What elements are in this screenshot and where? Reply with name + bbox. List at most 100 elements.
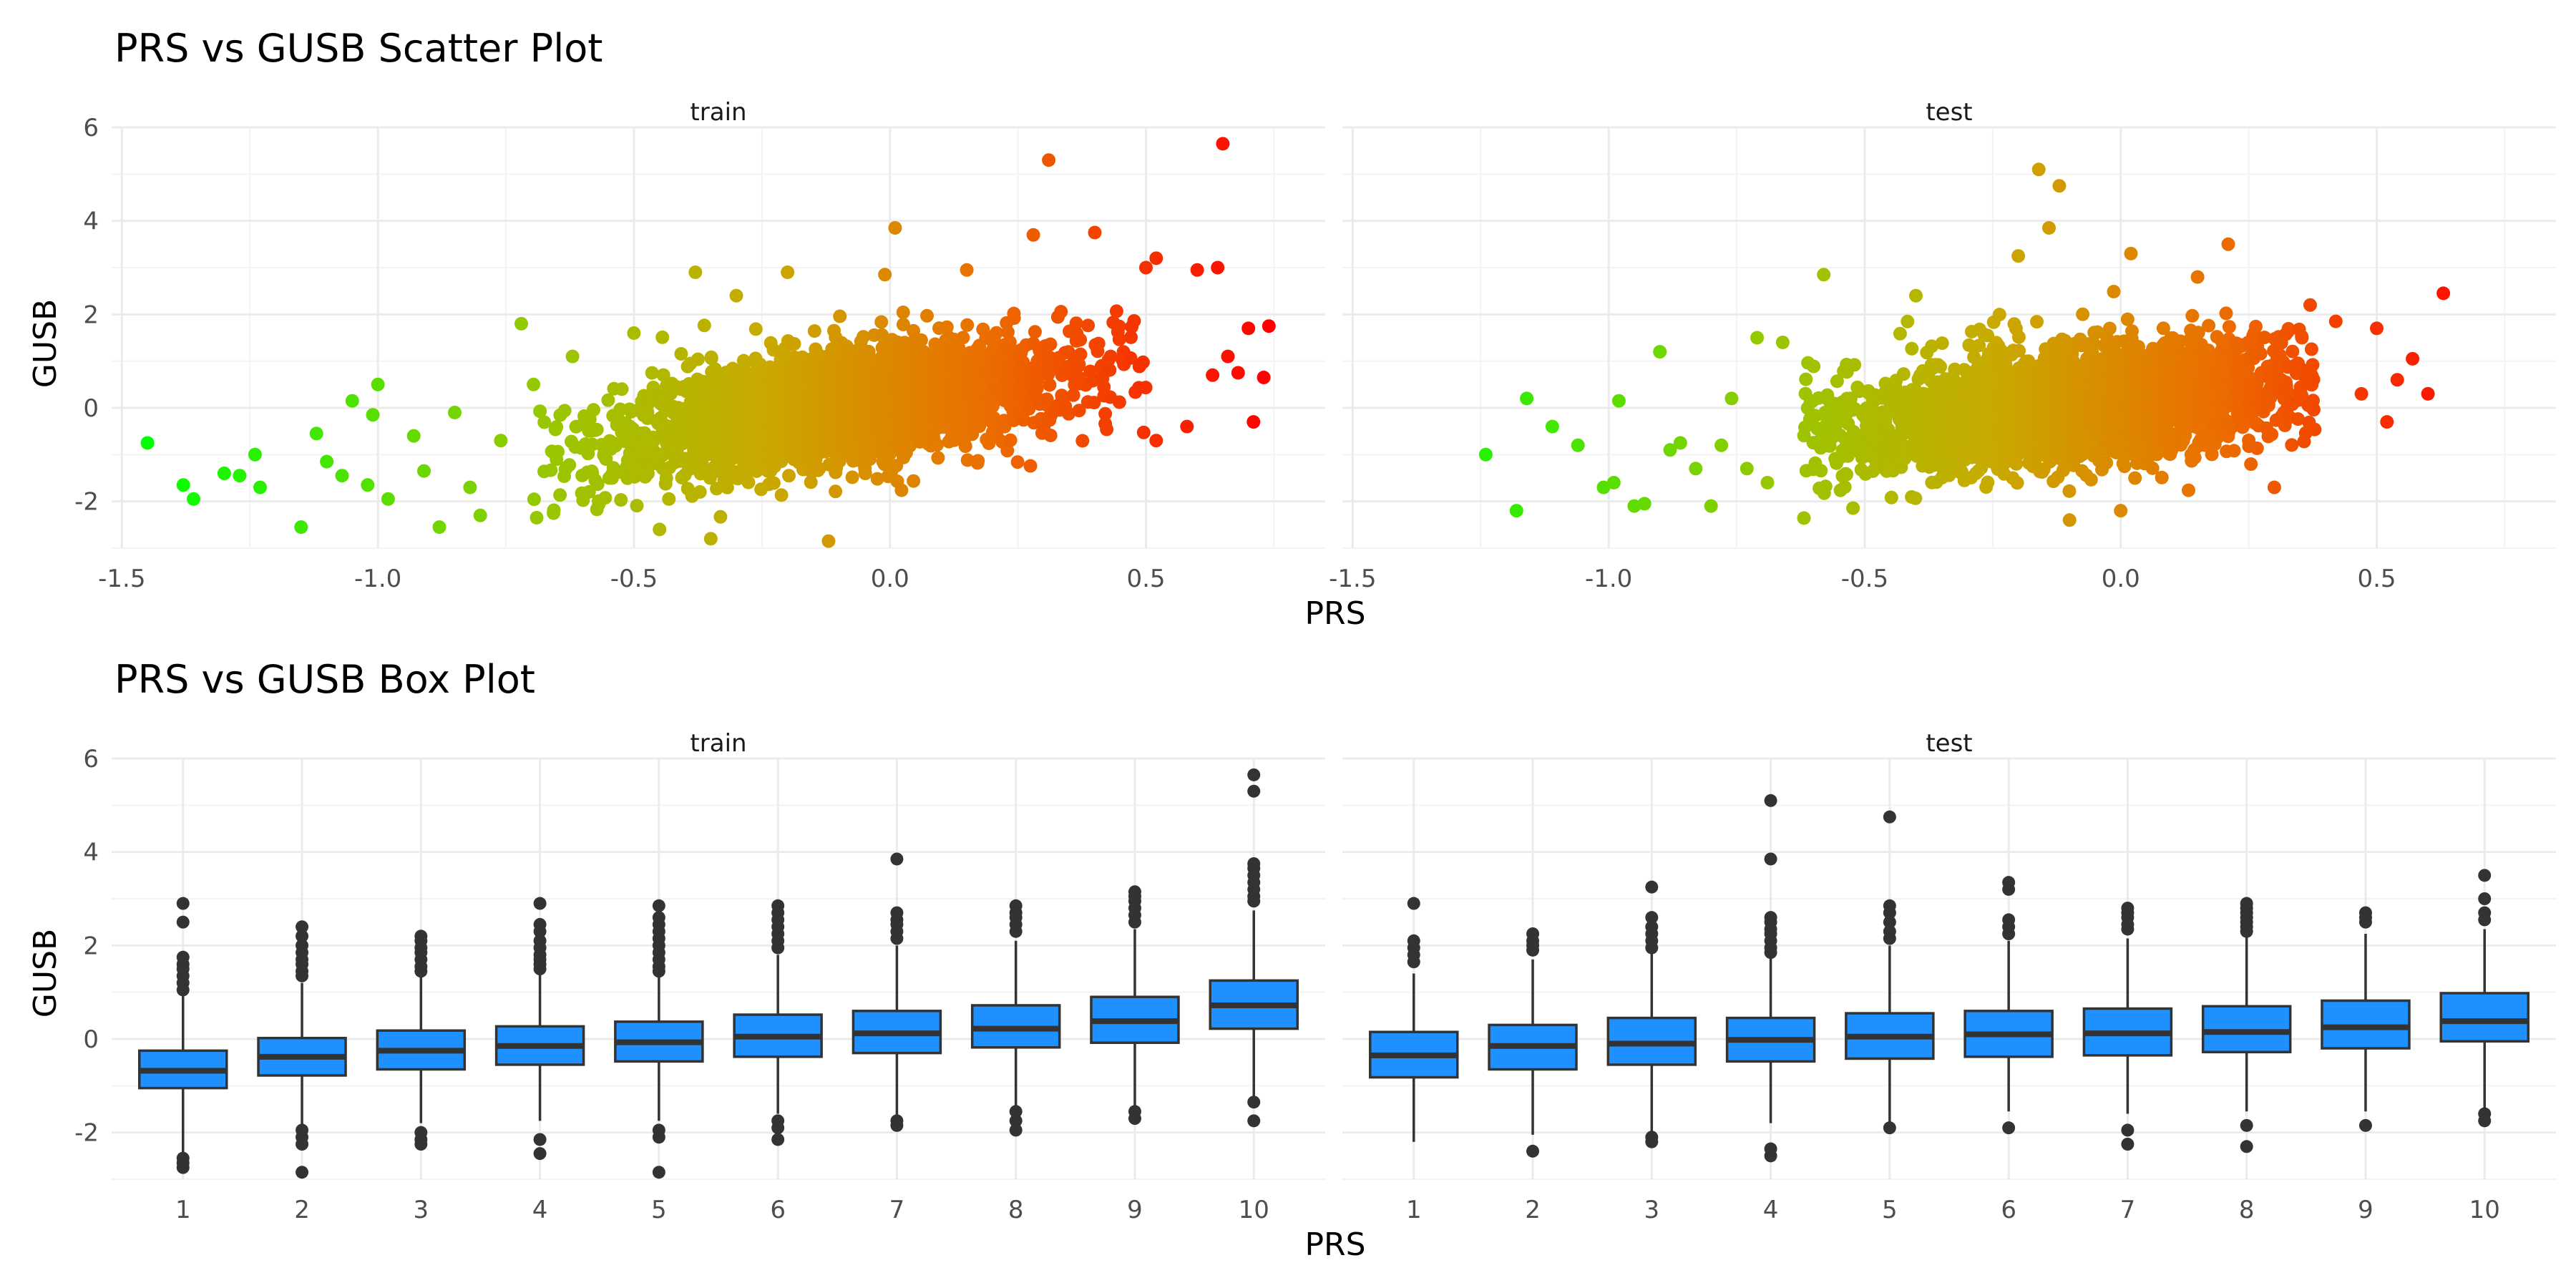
scatter-point [956, 331, 970, 345]
scatter-point [1062, 406, 1075, 421]
scatter-point [463, 480, 477, 494]
scatter-point [2107, 285, 2121, 298]
scatter-point [1073, 347, 1088, 361]
scatter-point [1571, 438, 1585, 452]
scatter-point [1073, 333, 1088, 347]
scatter-point [473, 508, 487, 522]
scatter-point [253, 480, 267, 494]
scatter-point [888, 221, 902, 235]
scatter-point [990, 326, 1004, 340]
scatter-point [781, 265, 795, 279]
scatter-point [417, 464, 431, 478]
scatter-point [857, 330, 870, 344]
scatter-point [1103, 349, 1118, 364]
scatter-point [1246, 415, 1261, 429]
scatter-point [2011, 249, 2026, 263]
scatter-point [930, 438, 944, 452]
scatter-point [704, 351, 718, 366]
scatter-point [1262, 319, 1276, 333]
scatter-point [1112, 319, 1126, 333]
scatter-point [729, 288, 743, 303]
y-tick-label: 2 [83, 301, 99, 329]
scatter-point [1103, 363, 1117, 377]
scatter-point [2114, 504, 2128, 518]
scatter-point [2011, 330, 2026, 344]
scatter-point [494, 434, 508, 448]
x-tick-label: 0.0 [2102, 565, 2140, 593]
scatter-point [544, 463, 558, 477]
scatter-point [1520, 391, 1534, 406]
scatter-point [2187, 451, 2202, 464]
scatter-point [1028, 325, 1042, 339]
scatter-point [1545, 419, 1559, 434]
scatter-point [1023, 459, 1038, 473]
scatter-point [1072, 404, 1086, 418]
scatter-point [1846, 501, 1860, 515]
scatter-point [565, 349, 580, 364]
scatter-point [713, 509, 728, 524]
scatter-point [1206, 368, 1220, 382]
scatter-point [804, 475, 818, 489]
y-tick-label: 4 [83, 208, 99, 236]
scatter-point [829, 484, 843, 499]
scatter-point [1054, 305, 1068, 319]
scatter-point [659, 471, 673, 485]
scatter-point [1043, 429, 1058, 442]
scatter-point [1026, 228, 1040, 242]
scatter-point [2031, 162, 2046, 177]
scatter-point [1149, 251, 1163, 265]
scatter-point [1043, 378, 1057, 392]
scatter-point [248, 447, 262, 462]
scatter-point [1190, 263, 1204, 277]
scatter-point [2124, 246, 2138, 260]
scatter-point [1992, 308, 2006, 322]
scatter-point [1817, 268, 1831, 282]
scatter-point [1211, 260, 1225, 275]
scatter-point [1797, 511, 1811, 525]
scatter-point [2012, 343, 2026, 358]
scatter-point [1896, 367, 1911, 381]
scatter-point [741, 475, 756, 489]
scatter-point [1893, 326, 1907, 341]
scatter-point [2102, 321, 2117, 336]
scatter-point [1818, 479, 1833, 494]
scatter-point [1962, 338, 1976, 352]
scatter-point [562, 458, 577, 472]
scatter-point [294, 520, 308, 535]
scatter-point [217, 467, 231, 480]
scatter-point [601, 393, 615, 407]
scatter-point [1972, 338, 1986, 353]
scatter-point [1925, 339, 1939, 353]
scatter-point [920, 308, 934, 323]
scatter-point [1138, 381, 1153, 395]
scatter-point [1509, 504, 1523, 518]
scatter-point [1003, 433, 1018, 447]
scatter-point [807, 324, 821, 338]
scatter-point [2076, 307, 2090, 321]
scatter-title: PRS vs GUSB Scatter Plot [114, 26, 602, 71]
scatter-point [1740, 462, 1754, 476]
scatter-point [371, 377, 385, 391]
scatter-point [1838, 480, 1852, 494]
scatter-point [1814, 464, 1828, 478]
scatter-point [2117, 459, 2132, 474]
scatter-point [655, 330, 670, 344]
scatter-point [1663, 443, 1677, 457]
scatter-point [2087, 336, 2100, 350]
scatter-point [2156, 321, 2170, 336]
scatter-point [2062, 484, 2077, 498]
scatter-point [766, 476, 781, 490]
scatter-point [140, 436, 155, 450]
scatter-point [553, 488, 567, 502]
x-tick-label: 0.5 [2357, 565, 2396, 593]
scatter-point [335, 469, 349, 483]
x-tick-label: -1.5 [1329, 565, 1376, 593]
x-tick-label: -1.0 [354, 565, 401, 593]
scatter-point [1123, 351, 1138, 365]
scatter-point [971, 454, 985, 468]
scatter-point [345, 394, 359, 408]
scatter-point [870, 472, 884, 486]
scatter-point [1072, 357, 1086, 371]
